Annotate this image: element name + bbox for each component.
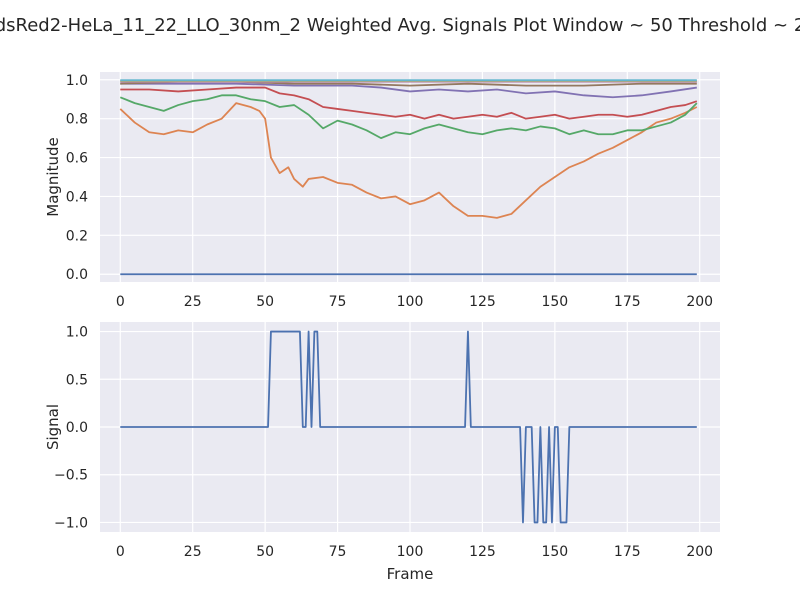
y-tick-label: 0.0 [66, 420, 88, 436]
x-tick-label: 175 [614, 294, 641, 310]
y-tick-label: 0.6 [66, 151, 88, 167]
y-tick-label: 0.8 [66, 112, 88, 128]
x-tick-label: 25 [184, 544, 202, 560]
y-tick-label: 1.0 [66, 325, 88, 341]
x-tick-label: 75 [329, 544, 347, 560]
series-line-1 [119, 102, 698, 219]
x-tick-label: 150 [541, 294, 568, 310]
series-line-0 [120, 330, 697, 524]
x-tick-label: 100 [397, 544, 424, 560]
x-tick-label: 200 [686, 544, 713, 560]
x-tick-label: 0 [116, 294, 125, 310]
x-tick-label: 0 [116, 544, 125, 560]
x-axis-label: Frame [387, 565, 434, 583]
y-tick-label: 0.4 [66, 189, 88, 205]
x-tick-label: 200 [686, 294, 713, 310]
y-tick-label: 0.0 [66, 267, 88, 283]
magnitude-plot: 0 25 50 75 100 125 150 175 200 0.0 0.2 0.4 0.6 0.8 1.0… [44, 72, 720, 310]
y-axis-label: Magnitude [44, 137, 62, 216]
x-tick-label: 150 [541, 544, 568, 560]
x-tick-label: 75 [329, 294, 347, 310]
y-tick-label: 0.5 [66, 372, 88, 388]
signal-plot: 0 25 50 75 100 125 150 175 200 −1.0 −0.5 0.0 0.5 1.0 S… [44, 322, 720, 583]
x-tick-label: 25 [184, 294, 202, 310]
x-tick-label: 50 [256, 294, 274, 310]
x-tick-label: 100 [397, 294, 424, 310]
y-tick-label: −1.0 [54, 515, 88, 531]
y-tick-label: 0.2 [66, 228, 88, 244]
x-tick-label: 175 [614, 544, 641, 560]
series-line-4 [120, 82, 697, 99]
x-tick-label: 125 [469, 544, 496, 560]
y-tick-label: 1.0 [66, 73, 88, 89]
series-line-2 [119, 94, 698, 140]
x-tick-label: 125 [469, 294, 496, 310]
y-axis-label: Signal [44, 404, 62, 450]
y-tick-label: −0.5 [54, 468, 88, 484]
figure-title: dsRed2-HeLa_11_22_LLO_30nm_2 Weighted Av… [0, 15, 800, 36]
x-tick-label: 50 [256, 544, 274, 560]
series-line-3 [120, 86, 698, 120]
